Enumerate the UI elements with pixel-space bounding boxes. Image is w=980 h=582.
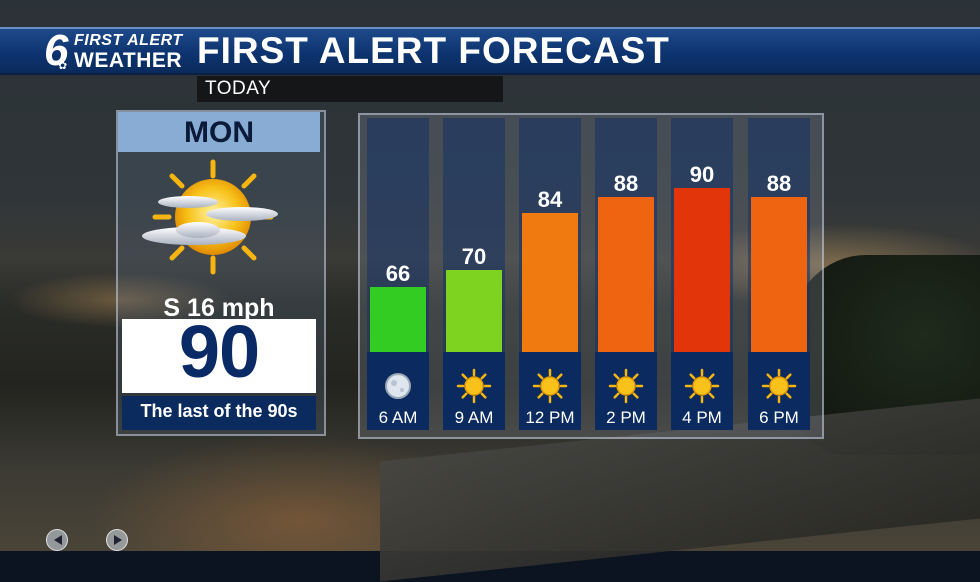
- temp-label: 66: [385, 260, 411, 286]
- high-temp-box: [122, 319, 316, 393]
- hour-time-label: 9 AM: [454, 408, 494, 427]
- hour-time-label: 12 PM: [525, 408, 575, 427]
- day-name: MON: [184, 116, 254, 149]
- sun-icon: [761, 368, 797, 404]
- logo-line-2: WEATHER: [74, 49, 183, 72]
- arrow-right-icon[interactable]: [106, 529, 128, 551]
- temp-label: 88: [766, 170, 792, 196]
- station-logo: 6 ✿ FIRST ALERT WEATHER: [44, 26, 194, 75]
- arrow-left-icon[interactable]: [46, 529, 68, 551]
- logo-channel-number: 6: [44, 26, 69, 75]
- temp-bar: [370, 286, 426, 352]
- peacock-icon: ✿: [58, 60, 68, 72]
- hour-time-label: 6 PM: [759, 408, 799, 427]
- sun-icon: [608, 368, 644, 404]
- hourly-chart-panel: [358, 113, 824, 439]
- page-title: FIRST ALERT FORECAST: [197, 30, 670, 71]
- sun-icon: [456, 368, 492, 404]
- day-header: [118, 112, 320, 152]
- temp-bar: [522, 212, 578, 352]
- temp-label: 90: [689, 162, 715, 188]
- wind-speed: S 16 mph: [163, 294, 275, 322]
- logo-line-1: FIRST ALERT: [74, 32, 183, 49]
- temp-bar: [674, 188, 730, 352]
- subheader-bar: TODAY: [197, 76, 503, 102]
- partly-sunny-icon: [142, 159, 278, 275]
- header-bar: 6 ✿ FIRST ALERT WEATHER FIRST ALERT FORE…: [0, 27, 980, 75]
- hour-time-label: 2 PM: [606, 408, 646, 427]
- high-temperature: 90: [178, 310, 260, 393]
- forecast-description: The last of the 90s: [140, 401, 298, 421]
- temp-label: 84: [537, 186, 563, 212]
- temp-bar: [446, 270, 502, 352]
- hour-time-label: 6 AM: [378, 408, 418, 427]
- temp-label: 70: [461, 244, 487, 270]
- subheader-label: TODAY: [205, 78, 272, 99]
- temp-label: 88: [613, 170, 639, 196]
- temp-bar: [598, 196, 654, 352]
- sun-icon: [684, 368, 720, 404]
- hour-time-label: 4 PM: [682, 408, 722, 427]
- forecast-description-bar: The last of the 90s: [122, 396, 316, 430]
- clear-night-icon: [385, 373, 411, 399]
- sun-icon: [532, 368, 568, 404]
- temp-bar: [751, 196, 807, 352]
